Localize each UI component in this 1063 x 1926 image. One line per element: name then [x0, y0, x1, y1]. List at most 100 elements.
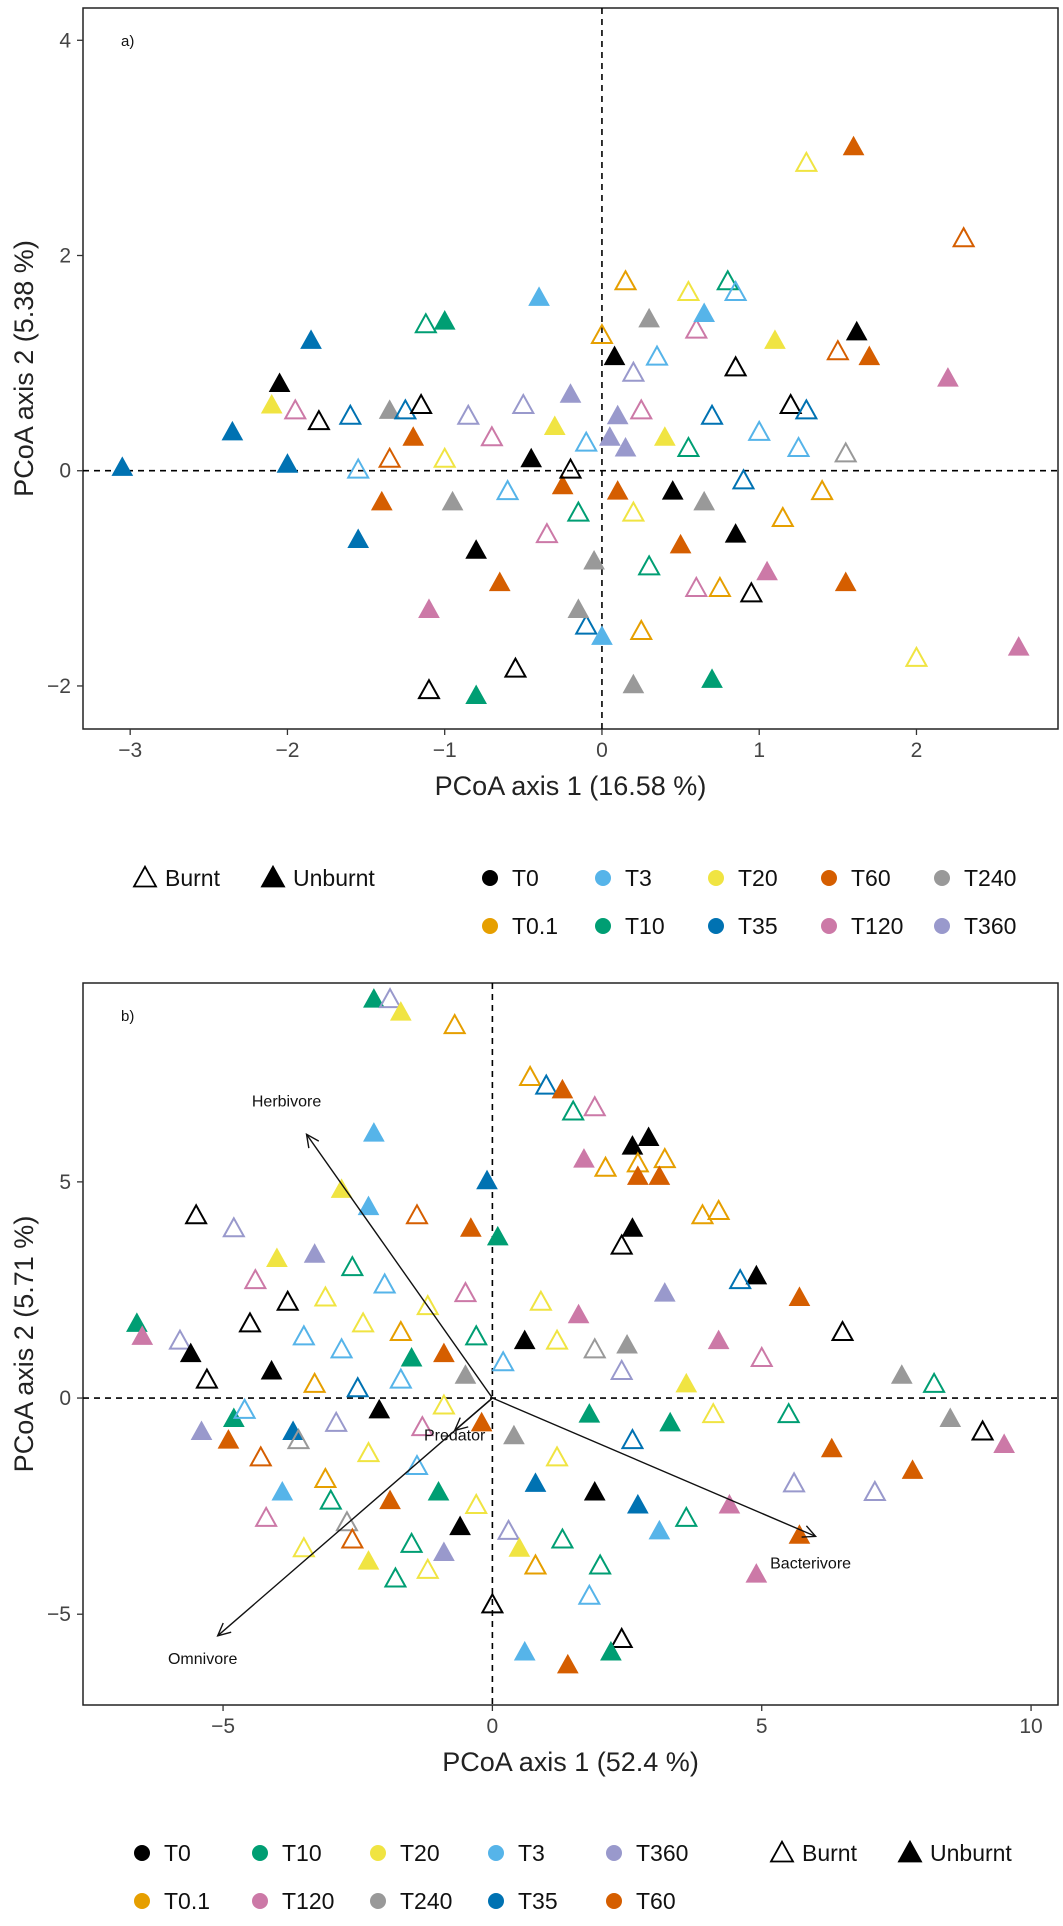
- x-tick-label: −3: [118, 739, 142, 762]
- data-point-T120-burnt: [684, 317, 709, 339]
- legend-time-dot: [934, 870, 950, 886]
- data-point-T240-burnt: [335, 1510, 359, 1532]
- legend-time-dot: [708, 918, 724, 934]
- legend-time-dot: [370, 1893, 386, 1909]
- data-point-T120-unburnt: [567, 1303, 590, 1324]
- data-point-T60-unburnt: [834, 571, 857, 592]
- legend-time-dot: [821, 918, 837, 934]
- legend-time-dot: [252, 1893, 268, 1909]
- data-point-T0-burnt: [503, 656, 528, 678]
- legend-time-dot: [934, 918, 950, 934]
- data-point-T20-unburnt: [508, 1537, 531, 1557]
- data-point-T3-burnt: [346, 457, 370, 479]
- vector-arrowhead: [801, 1525, 818, 1538]
- data-point-T10-unburnt: [659, 1411, 682, 1432]
- x-axis-label: PCoA axis 1 (52.4 %): [442, 1747, 699, 1777]
- data-point-T240-burnt: [583, 1337, 607, 1359]
- data-point-T10-unburnt: [600, 1640, 622, 1661]
- data-point-T20-burnt: [794, 150, 819, 172]
- data-point-T240-burnt: [834, 441, 858, 463]
- data-point-T120-burnt: [410, 1415, 435, 1437]
- legend-time-label: T20: [400, 1840, 440, 1866]
- data-point-T60-burnt: [405, 1203, 429, 1225]
- data-point-T360-burnt: [324, 1410, 348, 1432]
- legend-unburnt-symbol: [260, 864, 286, 888]
- panel-a-scatter: −3 −2 −1 0 1 2 −2 0 2 4 PCoA axis 1 (16.58 %) PCoA …: [9, 7, 1059, 801]
- vector-label-omnivore: Omnivore: [168, 1651, 237, 1668]
- data-point-T35-burnt: [700, 403, 724, 425]
- data-point-T10-unburnt: [427, 1480, 450, 1501]
- data-point-T60-unburnt: [217, 1429, 240, 1449]
- data-point-T60-unburnt: [370, 490, 393, 511]
- legend-burnt-symbol: [132, 864, 158, 888]
- data-point-T20-unburnt: [654, 426, 676, 446]
- data-point-T20-burnt: [529, 1289, 553, 1311]
- data-point-T0-unburnt: [745, 1264, 768, 1285]
- data-point-T0.1-burnt: [518, 1064, 542, 1086]
- data-point-T0-burnt: [778, 392, 803, 415]
- data-point-T10-burnt: [464, 1324, 488, 1346]
- data-point-T20-burnt: [464, 1492, 488, 1514]
- data-point-T120-unburnt: [1007, 636, 1030, 656]
- legend-burnt-label: Burnt: [165, 865, 221, 891]
- data-point-T120-unburnt: [937, 367, 959, 387]
- data-point-T10-burnt: [383, 1566, 408, 1588]
- data-point-T20-unburnt: [357, 1550, 380, 1570]
- data-point-T120-unburnt: [718, 1493, 741, 1514]
- data-point-T0.1-burnt: [690, 1203, 715, 1225]
- data-point-T35-unburnt: [476, 1169, 498, 1190]
- data-point-T0-unburnt: [368, 1398, 391, 1419]
- data-point-T240-unburnt: [622, 673, 645, 694]
- data-point-T60-unburnt: [433, 1342, 455, 1363]
- data-point-T20-burnt: [904, 645, 929, 667]
- data-point-T10-unburnt: [433, 310, 456, 330]
- data-point-T0-burnt: [609, 1233, 634, 1255]
- y-tick-label: 5: [59, 1171, 71, 1194]
- panel-b-scatter: −5 0 5 10 −5 0 5 PCoA axis 1 (52.4 %) PCoA axis …: [9, 982, 1059, 1777]
- legend-burnt-label: Burnt: [802, 1840, 858, 1866]
- y-axis-label: PCoA axis 2 (5.71 %): [9, 1216, 39, 1473]
- data-point-T10-unburnt: [578, 1403, 601, 1423]
- data-point-T0-burnt: [830, 1319, 855, 1342]
- x-tick-label: 5: [756, 1715, 768, 1738]
- data-point-T10-unburnt: [701, 668, 723, 688]
- data-point-T20-burnt: [701, 1402, 725, 1424]
- data-point-T0-burnt: [480, 1592, 505, 1614]
- data-point-T20-burnt: [432, 1393, 456, 1415]
- legend-time-dot: [708, 870, 724, 886]
- data-point-T60-unburnt: [551, 1078, 574, 1099]
- data-point-T240-unburnt: [616, 1333, 638, 1354]
- data-point-T10-unburnt: [486, 1225, 509, 1246]
- data-point-T3-burnt: [723, 279, 748, 302]
- data-point-T10-burnt: [922, 1371, 946, 1393]
- data-point-T120-burnt: [583, 1095, 607, 1117]
- data-point-T120-unburnt: [707, 1329, 730, 1350]
- data-point-T240-unburnt: [939, 1407, 962, 1427]
- data-point-T10-burnt: [566, 500, 591, 522]
- data-point-T10-unburnt: [400, 1346, 423, 1367]
- data-point-T60-unburnt: [551, 474, 574, 495]
- data-point-T35-burnt: [731, 468, 756, 490]
- data-point-T10-burnt: [399, 1531, 424, 1553]
- data-point-T60-burnt: [951, 226, 976, 248]
- data-point-T60-unburnt: [858, 345, 881, 366]
- legend-time-label: T0.1: [164, 1888, 210, 1914]
- data-point-T240-unburnt: [378, 399, 401, 419]
- vector-arrowhead: [216, 1622, 232, 1637]
- data-point-T35-burnt: [728, 1268, 752, 1290]
- legend-time-label: T240: [400, 1888, 452, 1914]
- y-axis-label: PCoA axis 2 (5.38 %): [9, 240, 39, 497]
- data-point-T120-unburnt: [993, 1433, 1015, 1453]
- y-tick-label: 0: [59, 1387, 71, 1410]
- data-point-T120-unburnt: [756, 560, 778, 581]
- data-point-T20-burnt: [416, 1557, 440, 1579]
- data-point-T120-burnt: [243, 1268, 268, 1290]
- data-point-T60-unburnt: [820, 1437, 843, 1458]
- data-point-T0-burnt: [739, 581, 764, 603]
- legend-time-label: T35: [738, 913, 778, 939]
- legend-time-label: T60: [851, 865, 891, 891]
- legend-time-label: T360: [964, 913, 1016, 939]
- legend-time-dot: [482, 870, 498, 886]
- data-point-T120-burnt: [684, 575, 709, 597]
- data-point-T360-burnt: [621, 360, 646, 382]
